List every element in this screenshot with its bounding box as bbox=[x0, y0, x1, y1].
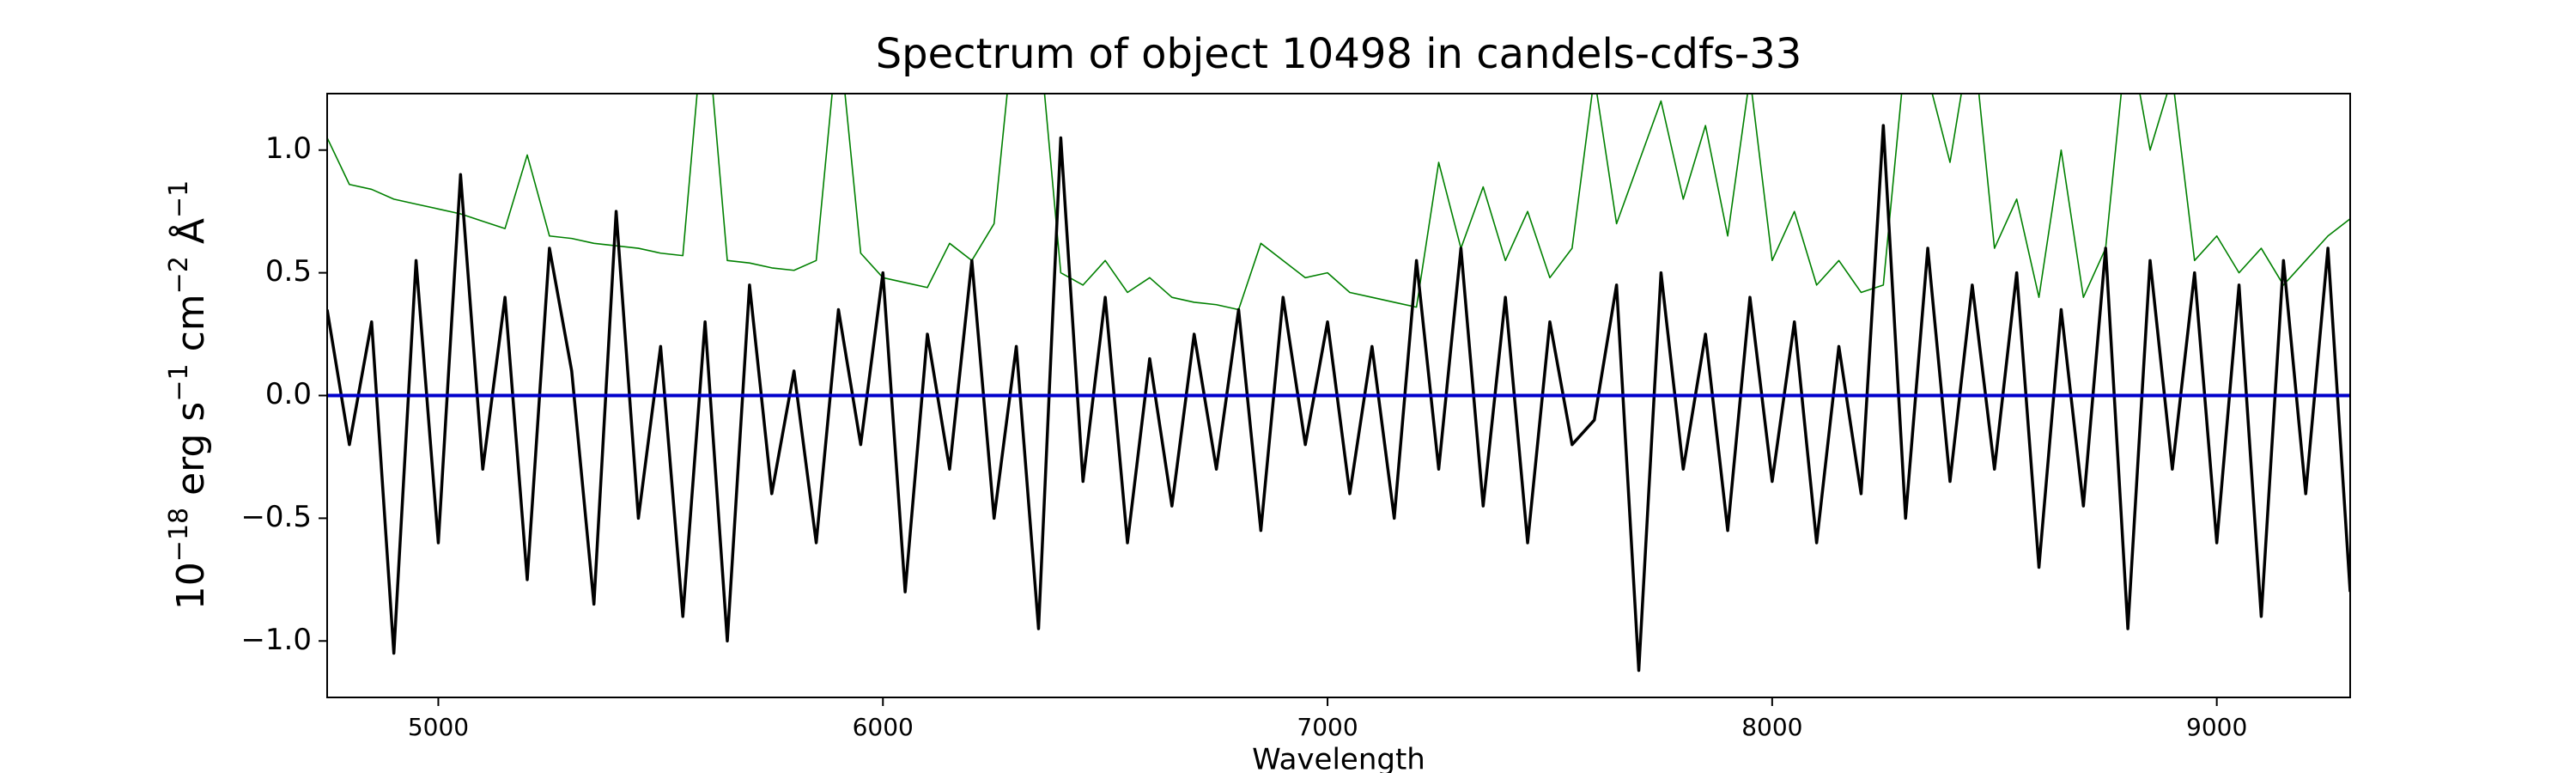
x-tick-label: 9000 bbox=[2186, 713, 2247, 741]
plot-area bbox=[327, 94, 2350, 673]
y-label-exponent: −1 bbox=[164, 363, 194, 401]
y-label-part: erg s bbox=[169, 402, 213, 508]
y-label-exponent: −18 bbox=[164, 508, 194, 562]
y-label-part: 10 bbox=[169, 562, 213, 610]
x-tick-label: 6000 bbox=[853, 713, 914, 741]
spectrum-line bbox=[327, 94, 2350, 311]
y-tick-label: 0.0 bbox=[265, 377, 312, 411]
y-tick-label: 0.5 bbox=[265, 254, 312, 289]
y-tick-label: −1.0 bbox=[240, 623, 312, 657]
y-axis-label: 10−18 erg s−1 cm−2 Å−1 bbox=[164, 180, 214, 610]
y-label-exponent: −1 bbox=[164, 180, 194, 218]
y-tick-label: −0.5 bbox=[240, 500, 312, 534]
y-label-exponent: −2 bbox=[164, 256, 194, 294]
y-label-part: Å bbox=[167, 218, 213, 256]
x-axis-label: Wavelength bbox=[1252, 743, 1425, 773]
y-tick-label: 1.0 bbox=[265, 131, 312, 166]
chart-title: Spectrum of object 10498 in candels-cdfs… bbox=[876, 30, 1802, 78]
x-tick-label: 5000 bbox=[408, 713, 469, 741]
x-tick-label: 8000 bbox=[1741, 713, 1802, 741]
spectrum-line bbox=[327, 124, 2350, 673]
x-tick-label: 7000 bbox=[1297, 713, 1358, 741]
y-label-part: cm bbox=[169, 294, 213, 363]
